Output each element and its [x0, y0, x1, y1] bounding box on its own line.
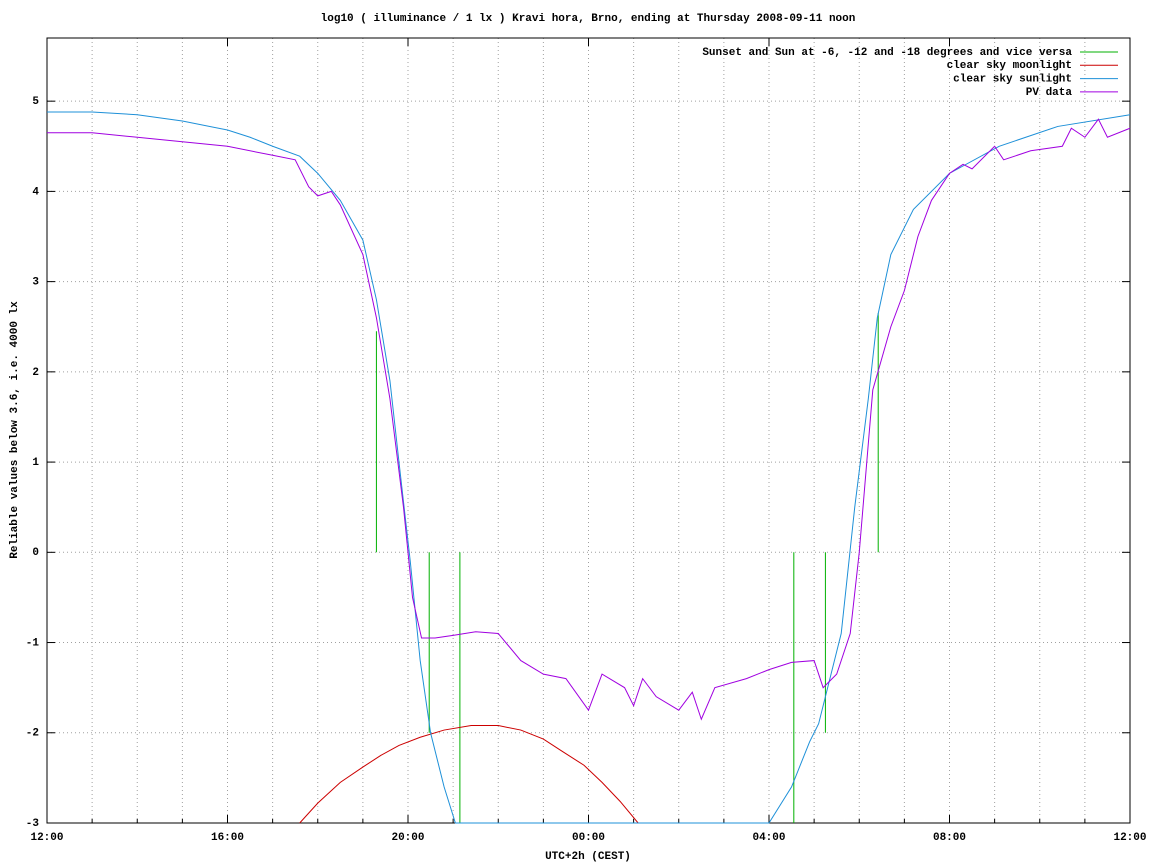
- x-tick-label: 16:00: [211, 832, 244, 844]
- y-tick-label: -3: [26, 818, 40, 830]
- legend-label: clear sky moonlight: [947, 60, 1072, 72]
- legend-label: Sunset and Sun at -6, -12 and -18 degree…: [702, 47, 1072, 59]
- x-tick-label: 20:00: [391, 832, 424, 844]
- y-tick-label: -2: [26, 728, 39, 740]
- chart-title: log10 ( illuminance / 1 lx ) Kravi hora,…: [321, 13, 856, 25]
- y-axis-label: Reliable values below 3.6, i.e. 4000 lx: [9, 301, 21, 559]
- x-tick-label: 04:00: [752, 832, 785, 844]
- y-tick-label: 0: [32, 547, 39, 559]
- y-tick-label: 2: [32, 367, 39, 379]
- x-tick-label: 08:00: [933, 832, 966, 844]
- series-line: [299, 725, 639, 824]
- x-tick-label: 00:00: [572, 832, 605, 844]
- x-tick-label: 12:00: [30, 832, 63, 844]
- series-line: [47, 111, 1131, 824]
- y-tick-label: 3: [32, 277, 39, 289]
- x-axis-label: UTC+2h (CEST): [545, 851, 631, 863]
- series-line: [47, 118, 1131, 721]
- y-tick-label: 1: [32, 457, 39, 469]
- y-tick-label: 4: [32, 186, 39, 198]
- legend-label: clear sky sunlight: [953, 74, 1072, 86]
- y-tick-label: -1: [26, 637, 40, 649]
- y-tick-label: 5: [32, 96, 39, 108]
- legend-label: PV data: [1026, 87, 1073, 99]
- x-tick-label: 12:00: [1113, 832, 1146, 844]
